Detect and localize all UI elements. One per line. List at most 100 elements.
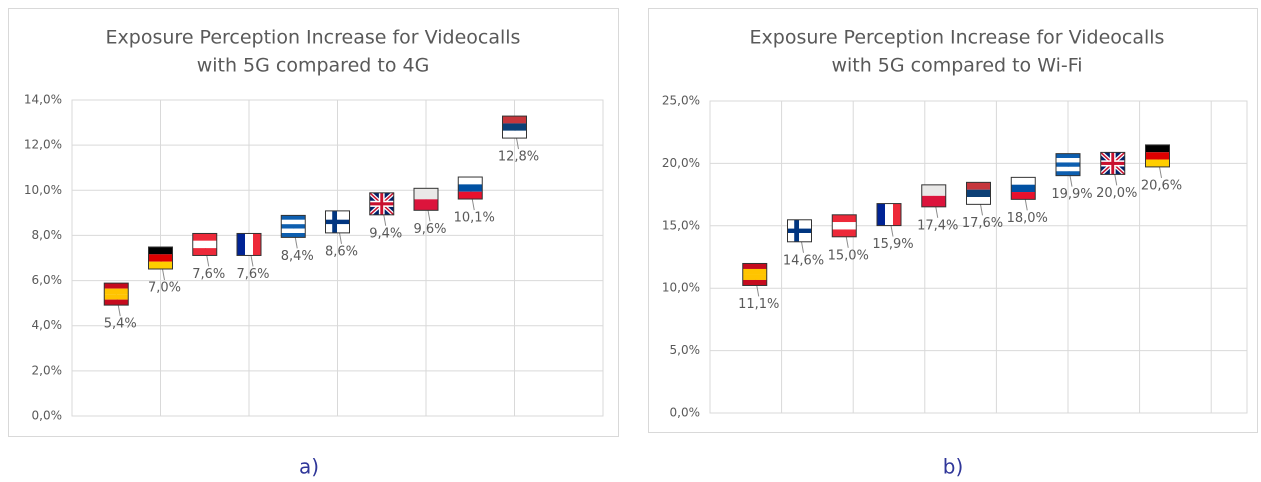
data-label: 15,0% <box>828 248 869 263</box>
flag-stripe <box>253 233 261 256</box>
y-tick-label: 0,0% <box>670 406 701 420</box>
flag-stripe <box>1056 153 1080 159</box>
flag-stripe <box>192 233 217 241</box>
caption: a) <box>299 455 319 479</box>
data-label: 7,6% <box>236 267 269 282</box>
flag-stripe <box>832 214 857 223</box>
data-label: 10,1% <box>454 211 495 226</box>
flag-stripe <box>1011 192 1036 200</box>
flag-stripe <box>148 261 173 269</box>
flag-stripe <box>832 222 857 230</box>
y-tick-label: 25,0% <box>662 94 700 108</box>
flag-stripe <box>1056 166 1080 172</box>
flag-stripe <box>458 191 483 200</box>
y-tick-label: 0,0% <box>32 409 63 423</box>
y-tick-label: 2,0% <box>32 363 63 377</box>
flag-marker <box>1055 153 1081 177</box>
flag-stripe <box>104 288 129 295</box>
y-tick-label: 10,0% <box>662 281 700 295</box>
flag-marker <box>831 214 857 238</box>
flag-border <box>1100 151 1126 175</box>
flag-stripe <box>148 247 173 255</box>
caption: b) <box>943 455 964 479</box>
flag-marker <box>1099 150 1127 176</box>
data-label: 7,6% <box>192 267 225 282</box>
plot-border <box>71 99 604 417</box>
flag-stripe <box>458 184 483 192</box>
flag-marker <box>921 184 947 208</box>
flag-marker <box>413 187 439 211</box>
flag-stripe <box>921 184 946 196</box>
chart-title: Exposure Perception Increase for Videoca… <box>750 27 1165 49</box>
flag-marker <box>192 232 218 256</box>
data-label: 19,9% <box>1051 187 1092 202</box>
flag-cross <box>1100 161 1125 165</box>
flag-border <box>502 115 527 139</box>
flag-stripe <box>1145 144 1170 153</box>
flag-stripe <box>192 240 217 249</box>
flag-cross <box>325 219 350 225</box>
flag-border <box>192 232 218 256</box>
flag-marker <box>325 210 350 234</box>
flag-border <box>236 232 262 256</box>
flag-stripe <box>148 254 173 262</box>
flag-marker <box>876 203 902 227</box>
flag-stripe <box>1056 162 1080 167</box>
flag-border <box>787 219 812 243</box>
y-tick-label: 14,0% <box>24 93 62 107</box>
flag-marker <box>966 181 991 205</box>
plot-border <box>709 100 1248 414</box>
flag-marker <box>502 115 527 139</box>
flag-stripe <box>281 224 306 229</box>
data-label: 15,9% <box>872 237 913 252</box>
y-tick-label: 10,0% <box>24 183 62 197</box>
flag-border <box>831 214 857 238</box>
flag-stripe <box>281 228 306 233</box>
flag-stripe <box>458 177 483 185</box>
data-label: 7,0% <box>148 281 181 296</box>
flag-stripe <box>742 274 767 280</box>
data-label: 9,4% <box>369 226 402 241</box>
flag-stripe <box>893 203 901 226</box>
data-label: 12,8% <box>498 150 539 165</box>
flag-stripe <box>1056 171 1080 176</box>
flag-stripe <box>237 233 245 256</box>
flag-marker <box>103 282 129 306</box>
flag-stripe <box>104 294 129 300</box>
flag-border <box>103 282 129 306</box>
flag-stripe <box>877 203 885 226</box>
flag-border <box>369 192 395 216</box>
y-tick-label: 15,0% <box>662 218 700 232</box>
data-label: 11,1% <box>738 297 779 312</box>
data-label: 8,4% <box>281 249 314 264</box>
flag-marker <box>787 219 812 243</box>
flag-border <box>742 262 768 286</box>
flag-marker <box>742 262 768 286</box>
flag-stripe <box>192 248 217 256</box>
flag-border <box>1055 153 1081 177</box>
flag-stripe <box>502 123 527 131</box>
flag-stripe <box>1056 158 1080 163</box>
flag-stripe <box>502 130 527 139</box>
flag-stripe <box>281 233 306 238</box>
chart-frame <box>8 8 619 437</box>
flag-border <box>1010 176 1036 200</box>
chart-title: Exposure Perception Increase for Videoca… <box>106 27 521 49</box>
chart-title: with 5G compared to 4G <box>197 55 430 77</box>
data-label: 20,0% <box>1096 186 1137 201</box>
flag-marker <box>236 232 262 256</box>
data-label: 18,0% <box>1007 211 1048 226</box>
chart-frame <box>648 8 1258 433</box>
flag-stripe <box>414 188 438 200</box>
flag-stripe <box>921 195 946 207</box>
flag-marker <box>280 214 306 238</box>
y-tick-label: 5,0% <box>670 343 701 357</box>
y-tick-label: 8,0% <box>32 228 63 242</box>
flag-marker <box>457 176 483 200</box>
flag-stripe <box>281 219 306 225</box>
flag-stripe <box>245 233 253 256</box>
flag-border <box>280 214 306 238</box>
chart-title: with 5G compared to Wi-Fi <box>831 55 1082 77</box>
y-tick-label: 6,0% <box>32 273 63 287</box>
